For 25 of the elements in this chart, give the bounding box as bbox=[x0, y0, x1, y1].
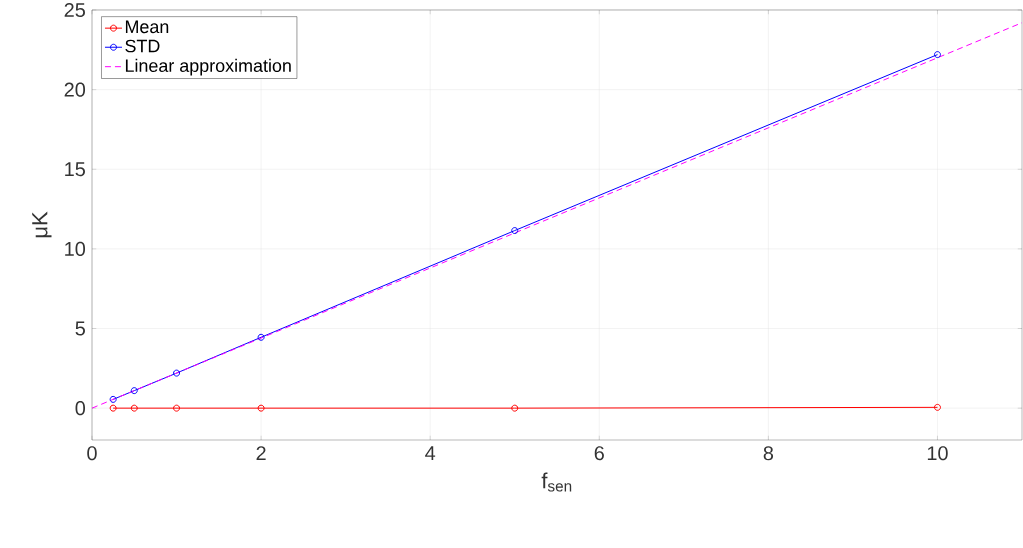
x-tick-label: 2 bbox=[256, 446, 266, 461]
y-tick-label: 15 bbox=[65, 162, 85, 177]
x-tick-label: 0 bbox=[87, 446, 97, 461]
point bbox=[511, 404, 519, 412]
y-tick-label: 10 bbox=[65, 241, 86, 256]
legend-label: Linear approximation bbox=[125, 58, 291, 76]
x-axis-title: f$_{sen}$ bbox=[541, 472, 572, 492]
legend-label: STD bbox=[125, 39, 160, 53]
point bbox=[511, 227, 519, 235]
y-tick-label: 20 bbox=[64, 82, 86, 97]
point bbox=[257, 333, 265, 341]
point bbox=[173, 404, 181, 412]
point bbox=[130, 404, 138, 412]
y-tick-label: 5 bbox=[75, 321, 85, 336]
y-axis-title: μK bbox=[32, 211, 52, 238]
x-tick-label: 10 bbox=[927, 446, 948, 461]
x-tick-label: 4 bbox=[425, 446, 436, 460]
legend-label: Mean bbox=[125, 20, 169, 34]
x-tick-label: 8 bbox=[763, 446, 774, 461]
x-tick-label: 6 bbox=[594, 446, 604, 461]
y-tick-label: 25 bbox=[64, 2, 85, 18]
point bbox=[257, 404, 265, 412]
point bbox=[130, 387, 138, 395]
y-tick-label: 0 bbox=[75, 401, 86, 416]
point bbox=[173, 369, 181, 377]
